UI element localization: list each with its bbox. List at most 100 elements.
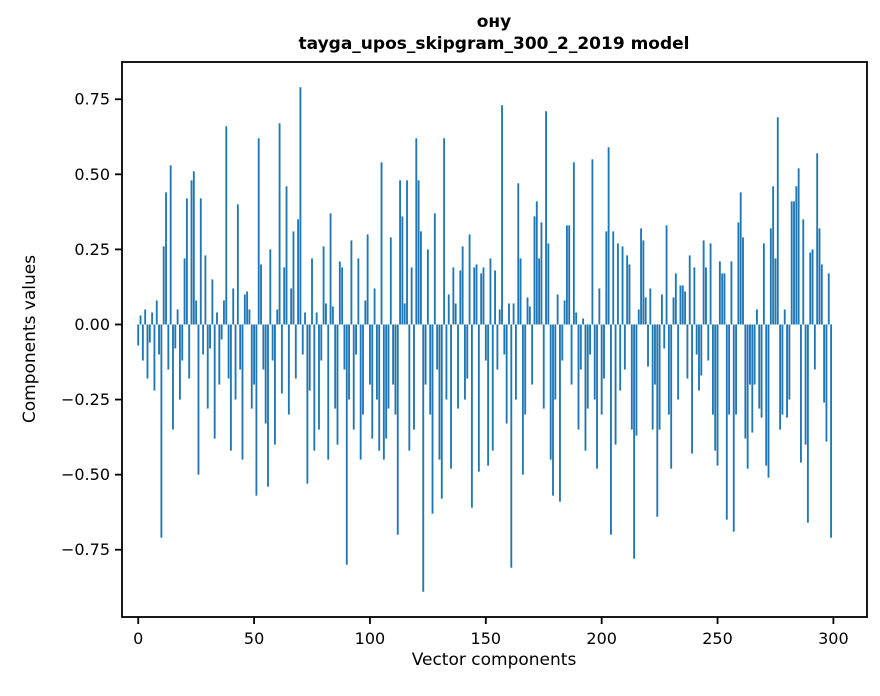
bar	[257, 138, 260, 325]
bar	[174, 324, 177, 349]
bar	[169, 165, 172, 325]
bar	[137, 324, 140, 346]
bar	[691, 324, 693, 454]
bar	[220, 324, 223, 340]
bar	[806, 324, 809, 523]
bar	[494, 270, 496, 325]
bar	[535, 201, 538, 325]
bar	[241, 324, 244, 460]
bar	[225, 126, 228, 325]
bar	[630, 324, 633, 430]
bar	[746, 324, 749, 469]
bar	[253, 324, 256, 385]
bar	[723, 273, 726, 325]
bar	[830, 324, 833, 538]
bar	[491, 324, 494, 451]
bar	[447, 294, 450, 325]
bar	[229, 324, 232, 451]
bar	[304, 312, 306, 325]
bar	[570, 324, 573, 385]
bar	[264, 324, 267, 424]
bar	[524, 324, 527, 415]
bar	[781, 324, 784, 415]
bar	[563, 300, 566, 325]
bar	[426, 249, 429, 325]
bar	[348, 324, 351, 400]
bar	[718, 261, 721, 325]
bar	[637, 309, 640, 325]
bar	[663, 324, 666, 349]
bar	[176, 309, 179, 325]
bar	[299, 87, 302, 325]
bar	[732, 324, 735, 532]
bar	[234, 324, 237, 400]
bar	[371, 324, 374, 439]
x-tick-label: 300	[818, 629, 849, 648]
bar	[382, 324, 385, 460]
bar	[804, 324, 807, 445]
bar	[709, 243, 712, 325]
bar	[315, 312, 318, 325]
bar	[338, 261, 341, 325]
bar	[422, 324, 425, 592]
bar	[294, 324, 297, 379]
bar	[711, 324, 714, 415]
bar	[290, 288, 293, 325]
bar	[644, 297, 647, 325]
bar	[735, 324, 737, 415]
bar	[167, 324, 170, 370]
bar	[591, 159, 594, 325]
bar	[271, 324, 274, 361]
x-tick-label: 250	[702, 629, 733, 648]
bar	[802, 219, 805, 325]
y-tick-label: −0.25	[61, 390, 110, 409]
bar	[658, 324, 661, 430]
bar	[700, 324, 703, 376]
bar	[684, 291, 687, 325]
bar	[816, 153, 819, 325]
bar	[559, 324, 561, 502]
bar	[565, 225, 568, 325]
bar	[431, 324, 434, 514]
bar	[380, 162, 383, 325]
bar	[517, 183, 520, 325]
x-tick-label: 150	[471, 629, 502, 648]
bar	[628, 264, 631, 325]
bar	[521, 324, 524, 475]
bar	[561, 324, 564, 361]
bar	[730, 261, 733, 325]
bar	[329, 213, 332, 325]
bar	[301, 324, 304, 355]
bar	[287, 324, 290, 415]
bar	[322, 246, 325, 325]
bar	[772, 186, 775, 325]
bar	[484, 324, 487, 361]
bar	[610, 324, 612, 535]
bar	[267, 324, 269, 487]
bar	[818, 228, 821, 325]
bar	[762, 243, 765, 325]
bar	[352, 324, 355, 430]
bar	[512, 303, 515, 325]
bar	[642, 240, 645, 325]
bar	[515, 324, 517, 400]
axes-spines	[121, 61, 868, 618]
bar	[369, 324, 371, 385]
bar	[545, 111, 547, 325]
bar	[158, 324, 160, 355]
bar	[401, 216, 404, 325]
bar	[331, 306, 334, 325]
bar	[283, 267, 286, 325]
bar	[695, 324, 698, 355]
bar	[487, 324, 490, 466]
bar	[756, 309, 758, 325]
bar	[793, 201, 795, 325]
bar	[387, 324, 390, 409]
bar	[568, 225, 571, 325]
y-tick-label: 0.00	[74, 315, 110, 334]
bar	[457, 324, 459, 409]
bar	[767, 324, 770, 478]
bar	[206, 324, 209, 409]
bar	[183, 258, 186, 325]
